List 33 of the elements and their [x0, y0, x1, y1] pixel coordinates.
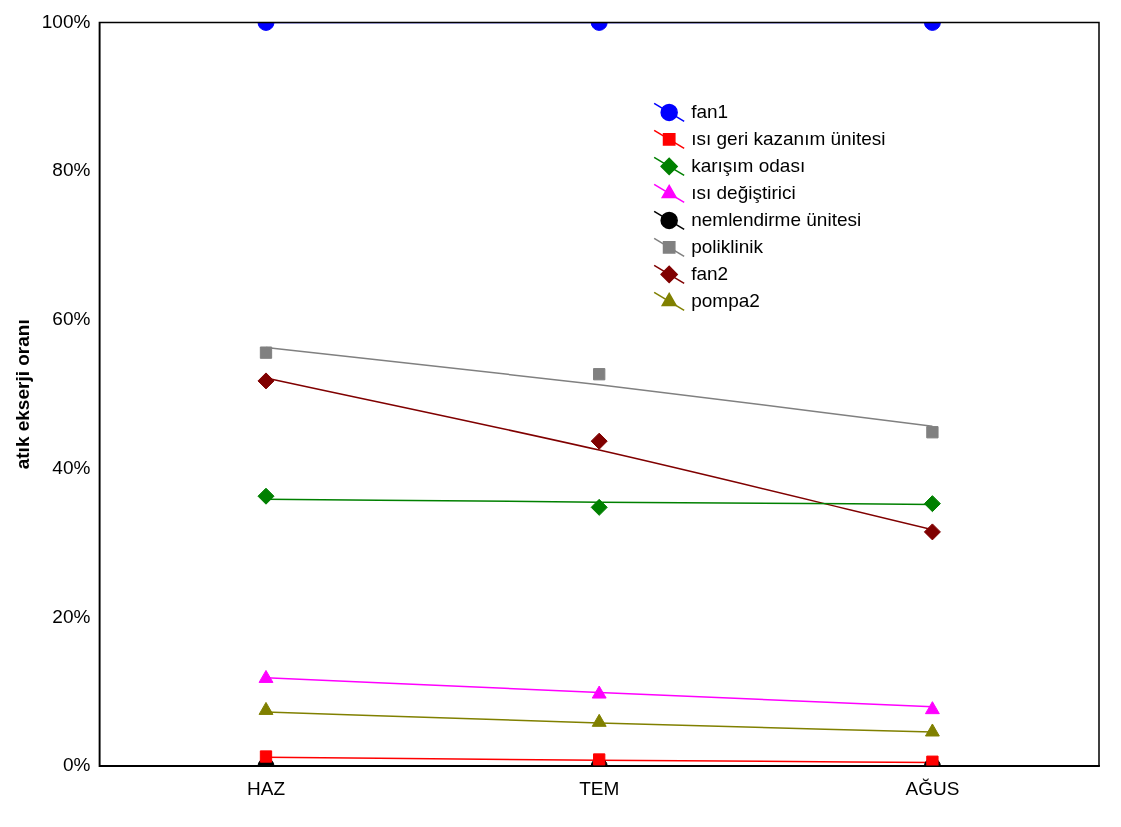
point: [591, 685, 607, 699]
legend-label: karışım odası: [691, 154, 806, 176]
y-axis-title: atık ekserji oranı: [11, 319, 33, 470]
point: [590, 498, 608, 516]
point: [923, 495, 941, 513]
y-tick-label: 0%: [62, 754, 91, 776]
legend-label: fan2: [691, 262, 729, 284]
x-tick-label: AĞUS: [905, 777, 960, 799]
y-tick-label: 20%: [52, 605, 91, 627]
point: [257, 487, 275, 505]
legend-label: nemlendirme ünitesi: [691, 208, 862, 230]
y-tick-label: 80%: [52, 159, 91, 181]
point: [257, 372, 275, 390]
point: [591, 713, 607, 727]
x-tick-label: HAZ: [247, 777, 286, 799]
legend-label: poliklinik: [691, 235, 764, 257]
point: [258, 669, 274, 683]
y-tick-label: 40%: [52, 456, 91, 478]
point: [593, 368, 606, 381]
point: [923, 523, 941, 541]
point: [924, 701, 940, 715]
legend-label: pompa2: [691, 289, 760, 311]
x-tick-label: TEM: [579, 777, 620, 799]
y-tick-label: 60%: [52, 308, 91, 330]
point: [259, 346, 273, 359]
legend-label: fan1: [691, 100, 729, 122]
legend-label: ısı değiştirici: [691, 181, 796, 203]
y-tick-label: 100%: [41, 10, 91, 32]
legend-label: ısı geri kazanım ünitesi: [691, 127, 886, 149]
point: [924, 723, 940, 737]
point: [590, 432, 608, 450]
point: [926, 426, 939, 439]
point: [258, 701, 274, 715]
